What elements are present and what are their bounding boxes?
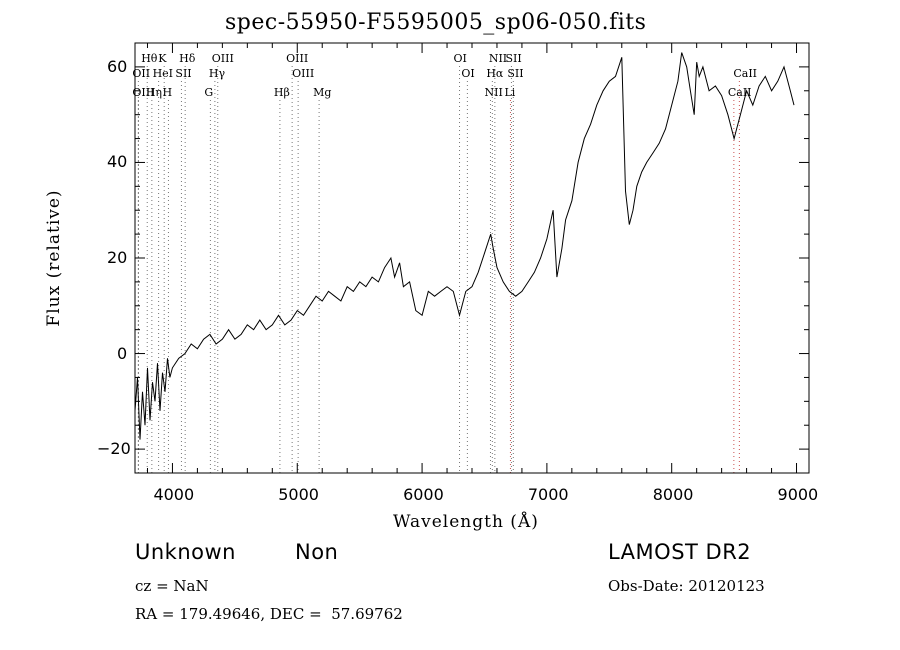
line-label: OIII [132, 86, 155, 99]
axis-ticks [135, 43, 809, 473]
line-label: OIII [292, 67, 315, 80]
ra-dec: RA = 179.49646, DEC = 57.69762 [135, 605, 403, 623]
survey-name: LAMOST DR2 [608, 540, 752, 564]
spectrum-series-line [134, 52, 795, 440]
obs-date: Obs-Date: 20120123 [608, 577, 765, 595]
y-tick-label: 0 [117, 343, 128, 363]
line-label: CaII [727, 86, 752, 99]
line-label: SII [507, 67, 524, 80]
line-label: Hα [486, 67, 504, 80]
line-label: H [162, 86, 173, 99]
redshift-cz: cz = NaN [135, 577, 209, 595]
y-tick-label: 60 [107, 56, 128, 76]
line-label: Hδ [179, 52, 196, 65]
chart-title: spec-55950-F5595005_sp06-050.fits [225, 10, 647, 35]
x-axis-label: Wavelength (Å) [393, 512, 539, 532]
line-label: CaII [733, 67, 758, 80]
line-label: Mg [313, 86, 332, 99]
object-subclass: Non [295, 540, 339, 564]
y-axis-label: Flux (relative) [44, 189, 64, 327]
line-label: G [204, 86, 214, 99]
line-label: NII [488, 52, 508, 65]
line-label: OI [453, 52, 467, 65]
line-label: Hη [145, 86, 163, 99]
line-label: OI [461, 67, 475, 80]
x-tick-label: 4000 [153, 485, 195, 504]
x-tick-label: 8000 [652, 485, 694, 504]
y-tick-label: 40 [107, 152, 128, 172]
x-tick-label: 5000 [278, 485, 319, 504]
emission-line-markers [137, 66, 740, 473]
line-label: SII [505, 52, 522, 65]
line-label: Hγ [208, 67, 226, 80]
line-label: NII [484, 86, 503, 99]
x-tick-label: 6000 [403, 485, 444, 504]
object-class: Unknown [135, 540, 236, 564]
y-tick-label: 20 [107, 248, 128, 267]
line-label: Hβ [273, 86, 290, 99]
x-tick-label: 7000 [527, 485, 569, 504]
line-label: SII [175, 67, 192, 80]
line-label: OIII [211, 52, 234, 65]
line-label: Hθ [141, 52, 158, 65]
y-tick-label: −20 [97, 439, 131, 459]
x-tick-label: 9000 [777, 485, 819, 504]
line-label: Li [504, 86, 516, 99]
line-label: K [158, 52, 167, 65]
line-label: OIII [286, 52, 309, 65]
plot-frame [134, 42, 810, 474]
line-label: OII [132, 67, 151, 80]
line-label: HeI [152, 67, 174, 80]
